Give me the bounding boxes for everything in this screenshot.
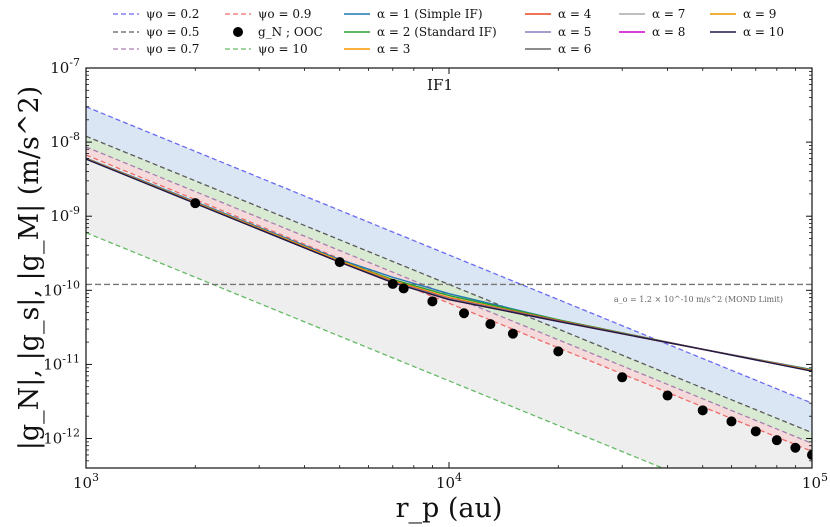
y-tick-label: 10-10 (43, 278, 80, 299)
legend-label-psi-10: ψo = 10 (258, 42, 308, 56)
ooc-point-1 (334, 257, 345, 268)
ooc-point-13 (750, 426, 761, 437)
legend-label-alpha-7: α = 7 (652, 7, 685, 21)
ooc-point-2 (387, 278, 398, 289)
legend-label-alpha-9: α = 9 (743, 7, 776, 21)
legend-label-alpha-1: α = 1 (Simple IF) (377, 7, 483, 21)
legend-label-alpha-5: α = 5 (558, 25, 591, 39)
legend-label-psi-0-9: ψo = 0.9 (258, 7, 311, 21)
shaded-region-3 (86, 154, 812, 468)
legend-label-psi-0-2: ψo = 0.2 (146, 7, 199, 21)
legend-label-alpha-10: α = 10 (743, 25, 784, 39)
psi-line-0 (86, 106, 812, 404)
ooc-point-12 (726, 416, 737, 427)
ooc-point-8 (553, 346, 564, 357)
legend-label-alpha-4: α = 4 (558, 7, 592, 21)
ooc-point-5 (459, 308, 470, 319)
y-tick-label: 10-12 (43, 427, 80, 448)
ooc-point-9 (617, 372, 628, 383)
legend-label-alpha-3: α = 3 (377, 42, 410, 56)
ooc-point-4 (427, 296, 438, 307)
y-tick-label: 10-9 (50, 204, 80, 225)
mond-label: a_o = 1.2 × 10^-10 m/s^2 (MOND Limit) (614, 295, 783, 304)
ooc-point-0 (190, 198, 201, 209)
psi-line-4 (86, 232, 665, 468)
y-tick-label: 10-7 (50, 56, 80, 77)
y-axis-label: |g_N|, |g_s|, |g_M| (m/s^2) (14, 86, 45, 450)
ooc-point-15 (790, 442, 801, 453)
x-axis-label: r_p (au) (396, 493, 503, 524)
legend-label-alpha-6: α = 6 (558, 42, 591, 56)
legend-label-alpha-8: α = 8 (652, 25, 685, 39)
ooc-point-10 (662, 390, 673, 401)
x-tick-label: 105 (802, 471, 828, 492)
ooc-point-6 (485, 319, 496, 330)
shaded-region-0 (86, 106, 812, 433)
legend-marker-ooc (233, 27, 243, 37)
legend-label-psi-0-7: ψo = 0.7 (146, 42, 199, 56)
plot-area (86, 106, 812, 468)
psi-line-3 (86, 154, 812, 453)
ooc-point-11 (697, 405, 708, 416)
x-tick-label: 103 (73, 471, 99, 492)
legend-label-psi-0-5: ψo = 0.5 (146, 25, 199, 39)
ooc-point-3 (398, 283, 409, 294)
chart-title: IF1 (427, 76, 453, 94)
x-tick-label: 104 (436, 471, 462, 492)
legend: ψo = 0.2 ψo = 0.5 ψo = 0.7 ψo = 0.9 g_N … (113, 7, 784, 56)
y-tick-label: 10-8 (50, 130, 80, 151)
legend-label-ooc: g_N ; OOC (258, 25, 323, 39)
ooc-point-14 (771, 435, 782, 446)
legend-label-alpha-2: α = 2 (Standard IF) (377, 25, 497, 39)
shaded-region-1 (86, 136, 812, 444)
ooc-point-7 (507, 328, 518, 339)
y-tick-label: 10-11 (43, 352, 80, 373)
